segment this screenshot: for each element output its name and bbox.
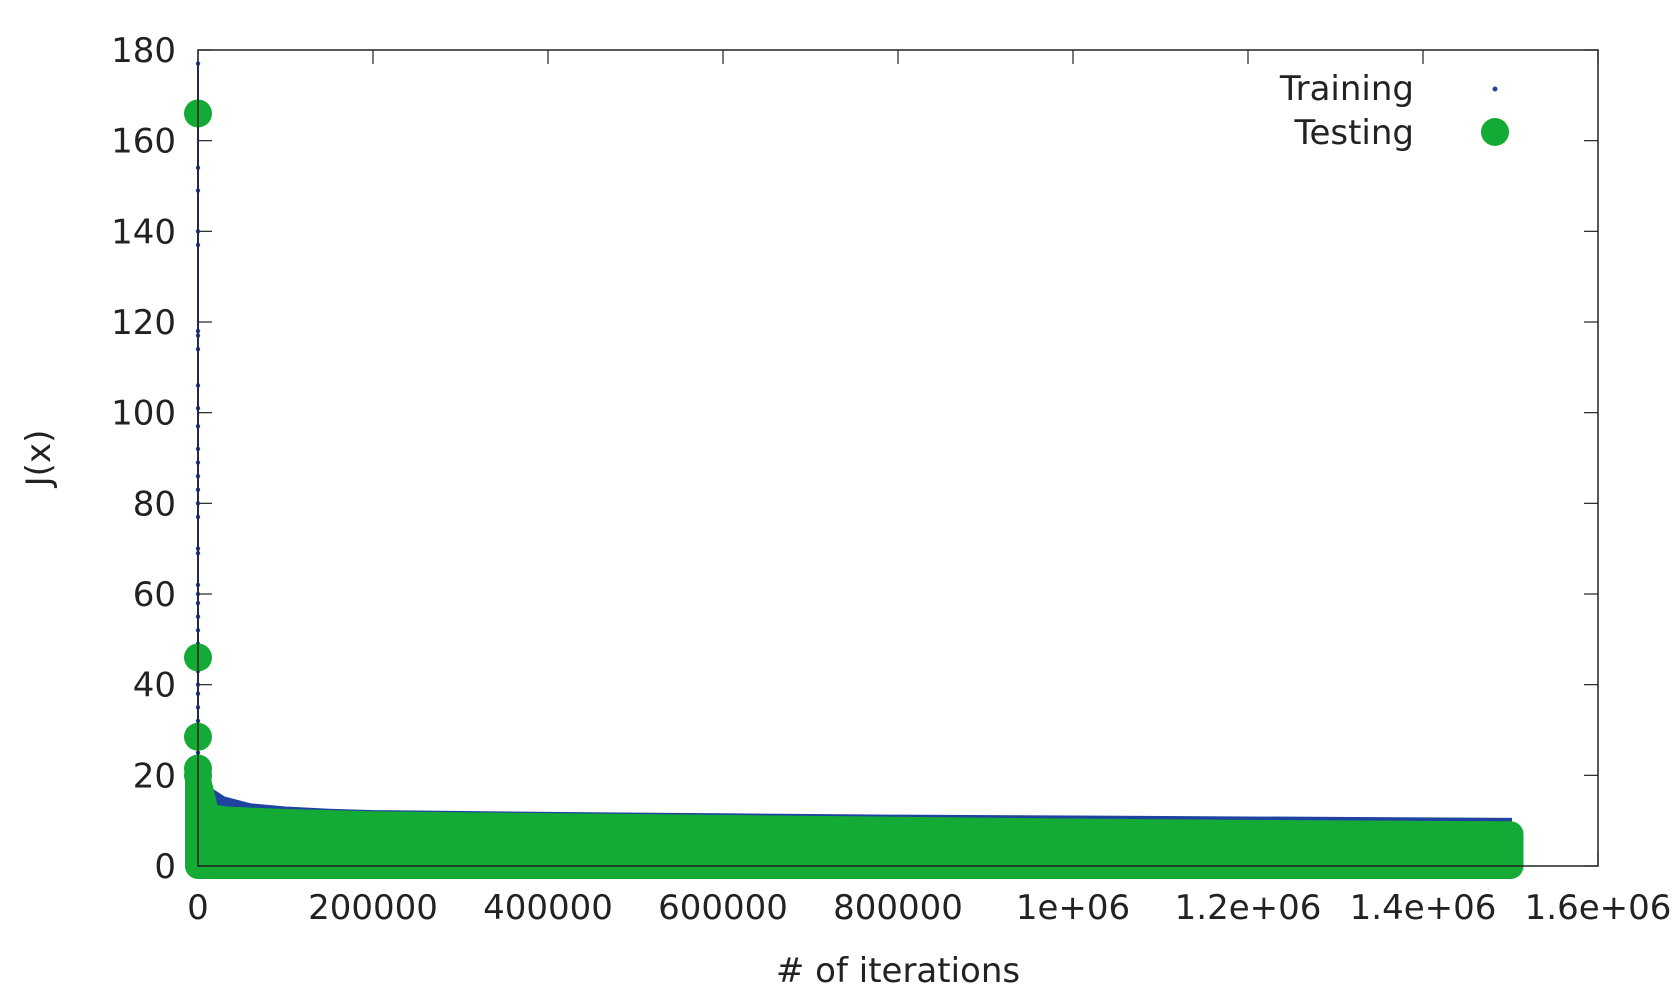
y-tick-label: 60 xyxy=(133,575,176,615)
y-axis-ticks: 0 20 40 60 80 100 120 140 160 180 xyxy=(111,31,1598,887)
y-tick-label: 160 xyxy=(111,122,176,162)
plot-frame xyxy=(197,49,1599,867)
x-tick-label: 400000 xyxy=(483,888,613,928)
y-tick-label: 80 xyxy=(133,484,176,524)
x-tick-label: 1e+06 xyxy=(1016,888,1130,928)
y-tick-label: 100 xyxy=(111,394,176,434)
y-tick-label: 40 xyxy=(133,666,176,706)
x-axis-label: # of iterations xyxy=(776,951,1020,991)
x-tick-label: 600000 xyxy=(658,888,788,928)
legend-label-training: Training xyxy=(1279,69,1414,109)
legend-marker-training xyxy=(1492,86,1498,92)
plot-area xyxy=(184,61,1524,879)
x-axis-ticks: 0 200000 400000 600000 800000 1e+06 1.2e+06 1.4… xyxy=(187,50,1671,928)
y-tick-label: 20 xyxy=(133,756,176,796)
legend: Training Testing xyxy=(1279,69,1509,153)
y-axis-label: J(x) xyxy=(19,430,59,489)
x-tick-label: 0 xyxy=(187,888,209,928)
y-tick-label: 120 xyxy=(111,303,176,343)
x-tick-label: 1.2e+06 xyxy=(1175,888,1322,928)
x-tick-label: 1.6e+06 xyxy=(1525,888,1672,928)
legend-marker-testing xyxy=(1481,118,1509,146)
x-tick-label: 800000 xyxy=(833,888,963,928)
legend-label-testing: Testing xyxy=(1293,113,1414,153)
y-tick-label: 180 xyxy=(111,31,176,71)
x-tick-label: 1.4e+06 xyxy=(1350,888,1497,928)
y-tick-label: 140 xyxy=(111,212,176,252)
x-tick-label: 200000 xyxy=(308,888,438,928)
y-tick-label: 0 xyxy=(154,847,176,887)
testing-series-band xyxy=(185,766,1524,879)
